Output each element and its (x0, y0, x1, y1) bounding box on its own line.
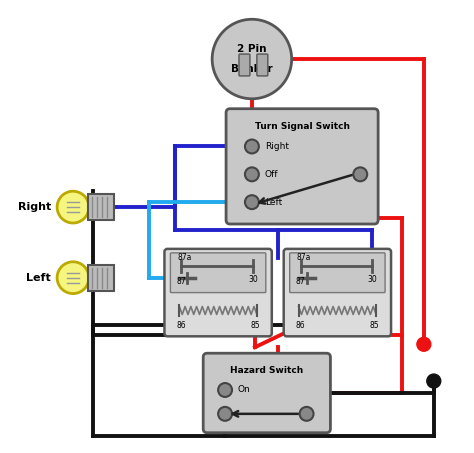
FancyBboxPatch shape (171, 253, 266, 293)
Text: Right: Right (18, 202, 51, 212)
FancyBboxPatch shape (284, 249, 391, 336)
FancyBboxPatch shape (226, 109, 378, 224)
Circle shape (218, 383, 232, 397)
Text: 85: 85 (250, 321, 260, 330)
Circle shape (245, 195, 259, 209)
Text: Off: Off (265, 170, 278, 179)
Text: 30: 30 (248, 275, 258, 284)
Text: 87: 87 (176, 277, 186, 286)
Circle shape (57, 262, 89, 294)
Circle shape (353, 167, 367, 181)
Text: Left: Left (265, 198, 282, 207)
Text: Left: Left (27, 273, 51, 283)
Text: Right: Right (265, 142, 289, 151)
Text: 87a: 87a (296, 253, 311, 262)
FancyBboxPatch shape (257, 54, 268, 76)
FancyBboxPatch shape (88, 265, 114, 291)
Circle shape (245, 140, 259, 154)
Text: 87: 87 (296, 277, 305, 286)
Circle shape (212, 19, 292, 99)
Text: 86: 86 (176, 321, 186, 330)
FancyBboxPatch shape (88, 194, 114, 220)
FancyBboxPatch shape (203, 353, 330, 433)
Text: 86: 86 (296, 321, 305, 330)
Circle shape (417, 337, 431, 351)
Circle shape (245, 167, 259, 181)
Circle shape (57, 191, 89, 223)
Text: 30: 30 (367, 275, 377, 284)
Text: On: On (237, 386, 250, 395)
FancyBboxPatch shape (290, 253, 385, 293)
FancyBboxPatch shape (164, 249, 272, 336)
Text: 2 Pin: 2 Pin (237, 44, 267, 54)
Text: Hazard Switch: Hazard Switch (230, 366, 303, 375)
Text: Turn Signal Switch: Turn Signal Switch (255, 122, 350, 131)
FancyBboxPatch shape (239, 54, 250, 76)
Text: Blinker: Blinker (231, 64, 273, 74)
Circle shape (427, 374, 441, 388)
Circle shape (218, 407, 232, 421)
Text: 85: 85 (369, 321, 379, 330)
Text: 87a: 87a (177, 253, 191, 262)
Circle shape (300, 407, 313, 421)
